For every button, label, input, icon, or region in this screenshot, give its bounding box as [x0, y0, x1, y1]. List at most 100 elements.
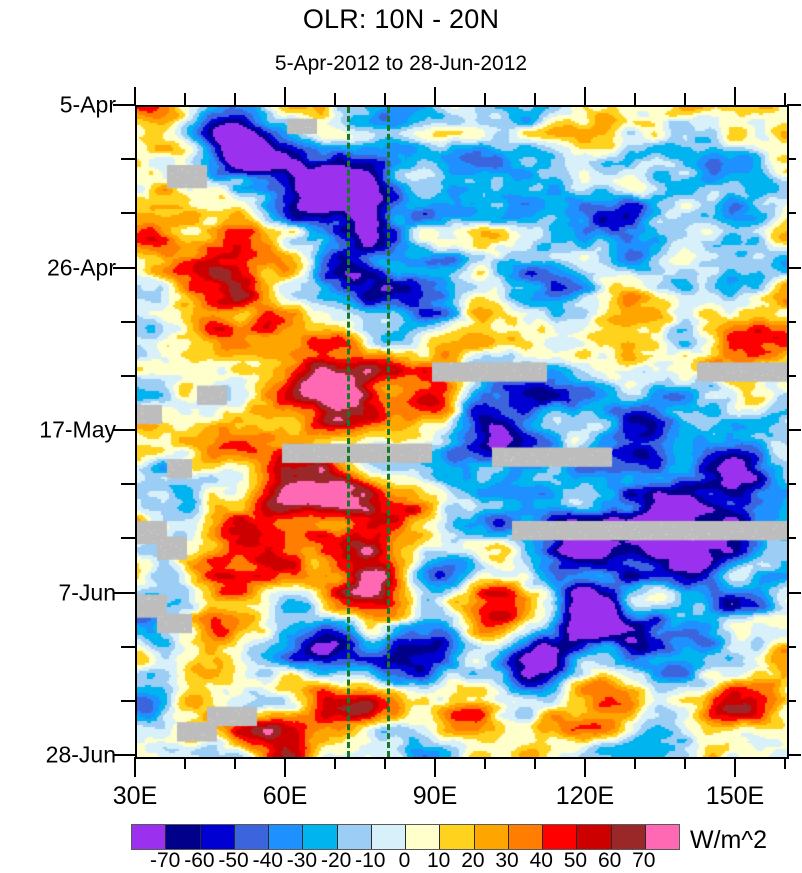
colorbar-tick-label: 0	[398, 849, 411, 872]
y-axis-minor-tick	[121, 645, 135, 648]
colorbar-swatch	[406, 825, 441, 849]
y-axis-tick-label: 5-Apr	[59, 91, 116, 118]
y-axis-tick-label: 17-May	[39, 416, 116, 443]
y-axis-minor-tick-right	[787, 158, 796, 161]
x-axis-major-tick-top	[734, 87, 736, 105]
y-axis-minor-tick-right	[787, 483, 796, 486]
x-axis-minor-tick-top	[384, 93, 386, 105]
y-axis-major-tick-right	[787, 104, 801, 106]
x-axis-tick-label: 120E	[555, 782, 615, 810]
x-axis-minor-tick-top	[334, 93, 336, 105]
x-axis-minor-tick-top	[484, 93, 486, 105]
colorbar-swatch	[337, 825, 372, 849]
colorbar-swatch	[269, 825, 304, 849]
y-axis-minor-tick	[121, 212, 135, 215]
colorbar-swatch	[543, 825, 578, 849]
y-axis-major-tick-right	[787, 429, 801, 431]
x-axis-minor-tick	[484, 757, 486, 769]
olr-heatmap-canvas	[137, 107, 787, 757]
y-axis-minor-tick	[121, 537, 135, 540]
x-axis-major-tick-top	[134, 87, 136, 105]
y-axis-tick-label: 28-Jun	[45, 741, 116, 768]
x-axis-major-tick	[584, 757, 586, 777]
colorbar-tick-label: 70	[632, 849, 656, 872]
x-axis-minor-tick	[784, 757, 786, 769]
reference-line	[387, 107, 390, 757]
x-axis-major-tick-top	[284, 87, 286, 105]
colorbar-swatch	[508, 825, 543, 849]
plot-area	[135, 105, 789, 759]
colorbar-swatch	[132, 825, 167, 849]
x-axis-minor-tick-top	[234, 93, 236, 105]
y-axis-major-tick-right	[787, 266, 801, 269]
reference-line	[347, 107, 350, 757]
x-axis-tick-label: 60E	[262, 782, 308, 810]
y-axis-major-tick	[113, 104, 135, 106]
colorbar-tick-label: -10	[355, 849, 386, 872]
y-axis-minor-tick-right	[787, 645, 796, 648]
colorbar-swatch	[611, 825, 646, 849]
x-axis-major-tick	[134, 757, 136, 777]
colorbar-swatch	[166, 825, 201, 849]
colorbar-tick-label: 20	[461, 849, 485, 872]
colorbar-tick-label: -20	[320, 849, 352, 872]
x-axis-tick-label: 90E	[412, 782, 458, 810]
colorbar	[131, 824, 680, 850]
colorbar-tick-label: -70	[150, 849, 181, 872]
x-axis-major-tick	[734, 757, 736, 777]
y-axis-minor-tick	[121, 699, 135, 702]
colorbar-swatch	[645, 825, 679, 849]
x-axis-minor-tick	[234, 757, 236, 769]
y-axis-minor-tick	[121, 374, 135, 377]
y-axis-minor-tick-right	[787, 320, 796, 323]
x-axis-tick-label: 150E	[705, 782, 765, 810]
y-axis-minor-tick	[121, 483, 135, 486]
x-axis-minor-tick-top	[634, 93, 636, 105]
colorbar-swatch	[440, 825, 475, 849]
colorbar-unit-label: W/m^2	[690, 826, 768, 854]
colorbar-tick-label: -40	[252, 849, 283, 872]
y-axis-major-tick	[113, 266, 135, 269]
y-axis-major-tick-right	[787, 754, 801, 756]
y-axis-minor-tick-right	[787, 374, 796, 377]
colorbar-swatch	[371, 825, 406, 849]
y-axis-tick-label: 26-Apr	[46, 254, 116, 280]
y-axis-major-tick	[113, 429, 135, 431]
x-axis-minor-tick	[534, 757, 536, 769]
x-axis-major-tick	[434, 757, 436, 777]
x-axis-major-tick-top	[434, 87, 436, 105]
x-axis-minor-tick	[384, 757, 386, 769]
y-axis-major-tick	[113, 591, 135, 594]
y-axis-minor-tick-right	[787, 699, 796, 702]
x-axis-minor-tick	[634, 757, 636, 769]
x-axis-tick-label: 30E	[112, 782, 158, 810]
y-axis-minor-tick	[121, 320, 135, 323]
colorbar-swatch	[303, 825, 338, 849]
colorbar-tick-label: 60	[597, 849, 622, 872]
x-axis-minor-tick-top	[784, 93, 786, 105]
page-subtitle: 5-Apr-2012 to 28-Jun-2012	[274, 52, 528, 75]
x-axis-minor-tick	[684, 757, 686, 769]
colorbar-tick-label: 10	[427, 849, 451, 872]
colorbar-tick-labels: -70 -60 -50 -40 -30 -20 -10 0 10 20 30 40 50 60 70	[131, 849, 680, 872]
x-axis-major-tick	[284, 757, 286, 777]
x-axis-minor-tick-top	[684, 93, 686, 105]
colorbar-swatch	[200, 825, 235, 849]
page-title: OLR: 10N - 20N	[302, 4, 500, 34]
colorbar-swatch	[234, 825, 269, 849]
colorbar-tick-label: -30	[286, 849, 318, 872]
x-axis-minor-tick	[334, 757, 336, 769]
colorbar-tick-label: 50	[563, 849, 588, 872]
colorbar-tick-label: 30	[495, 849, 519, 872]
y-axis-minor-tick-right	[787, 212, 796, 215]
x-axis-minor-tick-top	[184, 93, 186, 105]
y-axis-major-tick-right	[787, 591, 801, 594]
y-axis-minor-tick	[121, 158, 135, 161]
x-axis-major-tick-top	[584, 87, 586, 105]
x-axis-minor-tick-top	[534, 93, 536, 105]
colorbar-swatch	[577, 825, 612, 849]
x-axis-minor-tick	[184, 757, 186, 769]
y-axis-major-tick	[113, 754, 135, 756]
y-axis-tick-label: 7-Jun	[58, 579, 116, 605]
